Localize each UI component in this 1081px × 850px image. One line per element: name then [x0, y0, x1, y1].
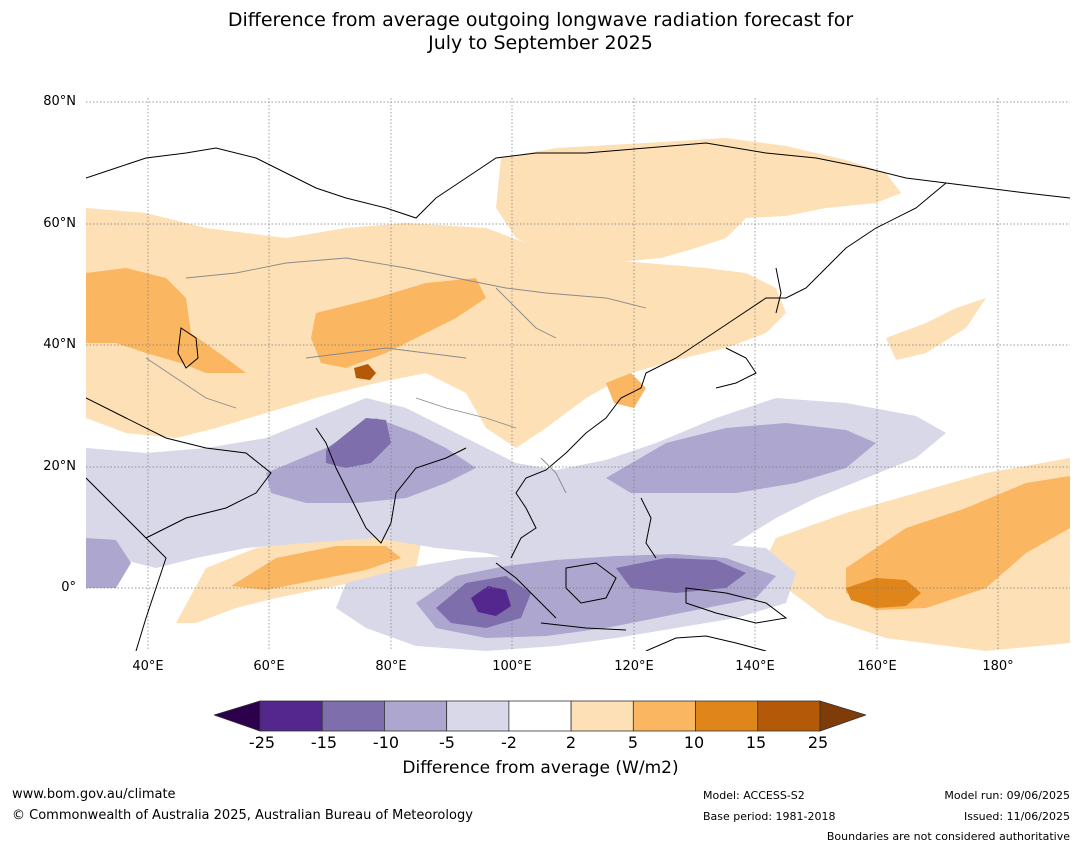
lat-label-60n: 60°N [43, 216, 76, 231]
colorbar-label: Difference from average (W/m2) [402, 758, 679, 778]
colorbar-cell [321, 700, 385, 732]
coast-arctic [86, 142, 1070, 219]
colorbar-cell [632, 700, 696, 732]
colorbar-cell [384, 700, 448, 732]
map-canvas [86, 98, 1070, 651]
colorbar-tick: 15 [745, 733, 767, 752]
colorbar-tick: 10 [683, 733, 705, 752]
map-title: Difference from average outgoing longwav… [0, 9, 1081, 55]
lon-label-100e: 100°E [492, 659, 532, 674]
colorbar-over-arrow [819, 700, 866, 732]
coast-india [315, 427, 467, 544]
lat-label-20n: 20°N [43, 459, 76, 474]
colorbar-cell [695, 700, 759, 732]
lon-label-140e: 140°E [735, 659, 775, 674]
coast-asia-east [510, 182, 947, 559]
coast-arabia [86, 397, 272, 539]
field-east-china-mid [606, 373, 646, 408]
lat-label-80n: 80°N [43, 94, 76, 109]
field-pacific-strong [846, 578, 921, 608]
colorbar-tick: -10 [372, 733, 400, 752]
title-line-1: Difference from average outgoing longwav… [227, 9, 854, 31]
field-mongolia-mid [311, 278, 486, 368]
colorbar-tick: 25 [807, 733, 829, 752]
field-india-strong [326, 418, 391, 468]
field-east-africa-mid [86, 538, 131, 588]
footer-url: www.bom.gov.au/climate [12, 787, 176, 802]
map-panel [86, 98, 1070, 651]
lon-label-160e: 160°E [857, 659, 897, 674]
field-pacific-mid [846, 476, 1070, 610]
colorbar-tick: -2 [501, 733, 517, 752]
colorbar-cells [259, 700, 821, 732]
colorbar-cell [508, 700, 572, 732]
coast-java [540, 622, 627, 631]
colorbar-tick: -5 [439, 733, 455, 752]
colorbar-tick: -25 [248, 733, 276, 752]
footer-model-run: Model run: 09/06/2025 [944, 789, 1070, 802]
coast-caspian [177, 327, 199, 369]
footer-base-period: Base period: 1981-2018 [703, 810, 836, 823]
lon-label-40e: 40°E [132, 659, 164, 674]
coast-australia-top [645, 635, 767, 651]
title-line-2: July to September 2025 [428, 32, 653, 54]
field-equatorial-io-mid [231, 546, 401, 590]
lon-label-80e: 80°E [375, 659, 407, 674]
field-siberia-light [496, 138, 901, 263]
colorbar-cell [259, 700, 323, 732]
footer-disclaimer: Boundaries are not considered authoritat… [826, 830, 1070, 843]
field-nw-pacific-light [886, 298, 986, 360]
field-w-pacific-mid [606, 423, 876, 493]
footer-model: Model: ACCESS-S2 [703, 789, 805, 802]
footer-copyright: © Commonwealth of Australia 2025, Austra… [12, 808, 473, 823]
lat-label-40n: 40°N [43, 337, 76, 352]
colorbar [214, 700, 866, 732]
lon-label-60e: 60°E [253, 659, 285, 674]
coast-japan [715, 347, 757, 389]
coast-sumatra [495, 562, 557, 619]
graticule [86, 98, 1070, 651]
colorbar-tick: 5 [627, 733, 639, 752]
coast-sakhalin [775, 267, 782, 314]
coastlines [86, 142, 1070, 651]
colorbar-cell [570, 700, 634, 732]
coast-borneo [565, 562, 617, 604]
coast-new-guinea [685, 587, 788, 624]
colorbar-tick: 2 [565, 733, 577, 752]
colorbar-cell [446, 700, 510, 732]
negative-anomaly-fields [86, 398, 946, 651]
colorbar-tick: -15 [310, 733, 338, 752]
field-europe-mid [86, 268, 246, 373]
coast-africa [86, 477, 167, 651]
country-boundaries [145, 257, 647, 494]
field-maritime-strong-east [616, 558, 746, 593]
coast-philippines [640, 497, 657, 559]
lon-label-180: 180° [982, 659, 1014, 674]
field-maritime-core [471, 586, 511, 616]
lon-label-120e: 120°E [614, 659, 654, 674]
lat-label-0: 0° [61, 580, 76, 595]
colorbar-cell [757, 700, 821, 732]
footer-issued: Issued: 11/06/2025 [963, 810, 1070, 823]
field-hotspot-himalaya [354, 364, 376, 380]
colorbar-under-arrow [214, 700, 261, 732]
